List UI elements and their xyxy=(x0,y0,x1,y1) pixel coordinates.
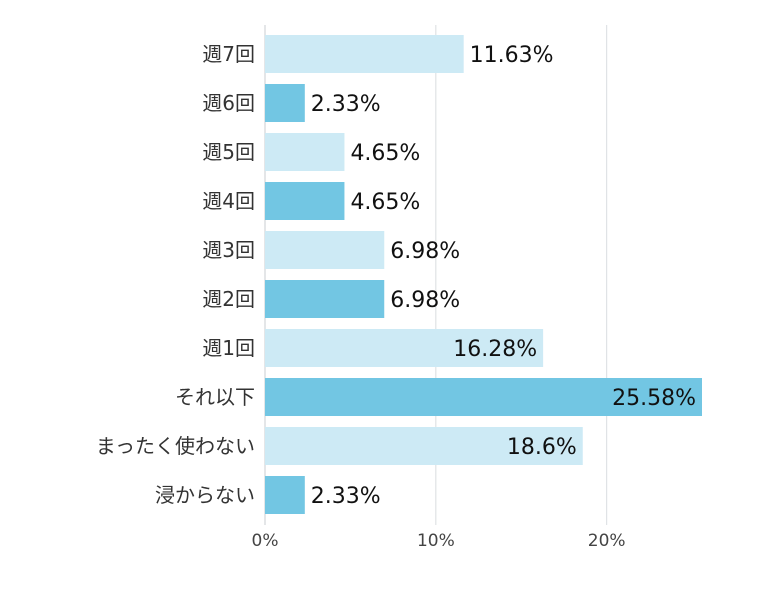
category-label: 週1回 xyxy=(202,336,255,360)
x-tick-label: 10% xyxy=(417,531,455,551)
bar xyxy=(265,476,305,514)
category-label: それ以下 xyxy=(175,385,255,409)
category-label: 週5回 xyxy=(202,140,255,164)
category-label: 浸からない xyxy=(155,483,255,507)
bar xyxy=(265,84,305,122)
bar-layer xyxy=(265,35,702,514)
category-label: まったく使わない xyxy=(96,434,255,458)
data-label: 18.6% xyxy=(507,435,577,460)
bar xyxy=(265,133,345,171)
x-tick-label: 0% xyxy=(252,531,279,551)
bar xyxy=(265,280,385,318)
label-layer: 週7回 11.63% 週6回 2.33% 週5回 4.65% 週4回 4.65% 週3回 6.98… xyxy=(96,42,696,509)
data-label: 11.63% xyxy=(470,43,554,68)
x-tick-label: 20% xyxy=(588,531,626,551)
category-label: 週3回 xyxy=(202,238,255,262)
data-label: 25.58% xyxy=(612,386,696,411)
data-label: 16.28% xyxy=(453,337,537,362)
bar xyxy=(265,427,583,465)
bar xyxy=(265,329,544,367)
category-label: 週7回 xyxy=(202,42,255,66)
x-axis-ticks: 0% 10% 20% xyxy=(252,531,626,551)
data-label: 6.98% xyxy=(390,239,460,264)
category-label: 週6回 xyxy=(202,91,255,115)
bar xyxy=(265,35,464,73)
data-label: 2.33% xyxy=(311,92,381,117)
category-label: 週2回 xyxy=(202,287,255,311)
category-label: 週4回 xyxy=(202,189,255,213)
data-label: 4.65% xyxy=(350,190,420,215)
bar xyxy=(265,378,702,416)
bar xyxy=(265,182,345,220)
data-label: 6.98% xyxy=(390,288,460,313)
data-label: 4.65% xyxy=(350,141,420,166)
bar xyxy=(265,231,385,269)
data-label: 2.33% xyxy=(311,484,381,509)
